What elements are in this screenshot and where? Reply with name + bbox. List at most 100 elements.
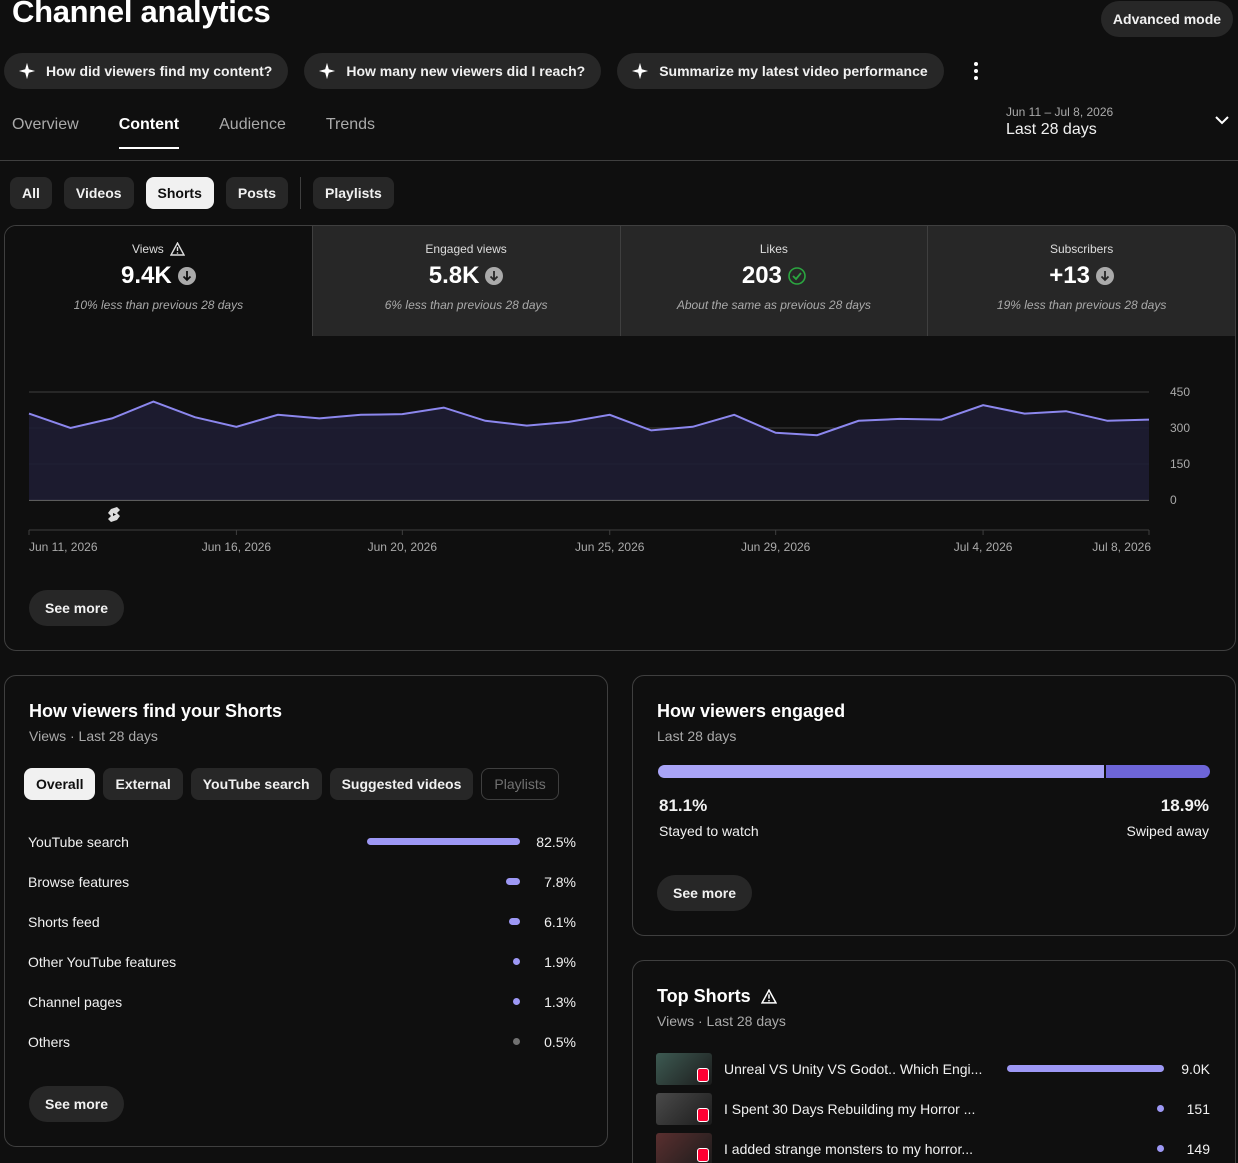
- source-bar: [505, 878, 520, 885]
- views-bar: [1157, 1145, 1164, 1152]
- shorts-marker-icon: [108, 507, 120, 522]
- metric-likes[interactable]: Likes 203 About the same as previous 28 …: [619, 226, 928, 336]
- metric-value-wrap: 9.4K: [121, 262, 196, 290]
- date-range-selector[interactable]: Jun 11 – Jul 8, 2026 Last 28 days: [1006, 105, 1232, 139]
- swiped-pct: 18.9%: [1160, 796, 1209, 815]
- filter-playlists[interactable]: Playlists: [313, 177, 394, 209]
- tab-audience[interactable]: Audience: [219, 116, 286, 133]
- arrow-down-circle-icon: [177, 267, 196, 285]
- metric-note: 10% less than previous 28 days: [73, 298, 244, 312]
- metric-views[interactable]: Views 9.4K 10% less than previous 28 day…: [5, 226, 312, 336]
- card-subtitle: Views · Last 28 days: [29, 728, 158, 744]
- source-bar: [513, 958, 520, 965]
- metric-note: 6% less than previous 28 days: [384, 298, 548, 312]
- source-pct: 7.8%: [544, 874, 576, 890]
- video-thumbnail[interactable]: [656, 1053, 712, 1085]
- card-title: Top Shorts: [657, 986, 751, 1006]
- video-title[interactable]: I added strange monsters to my horror...: [724, 1141, 974, 1157]
- tab-content[interactable]: Content: [118, 116, 180, 149]
- views-bar-track: [994, 1059, 1164, 1079]
- metric-value: 203: [741, 262, 782, 289]
- filter-all[interactable]: All: [10, 177, 52, 209]
- metric-subscribers[interactable]: Subscribers +13 19% less than previous 2…: [927, 226, 1235, 336]
- video-thumbnail[interactable]: [656, 1093, 712, 1125]
- video-title[interactable]: Unreal VS Unity VS Godot.. Which Engi...: [724, 1061, 983, 1077]
- source-bar-track: [366, 992, 526, 1012]
- engagement-bar: [658, 765, 1210, 778]
- tab-trends[interactable]: Trends: [325, 116, 376, 133]
- swiped-label: Swiped away: [1126, 823, 1210, 839]
- source-label: Channel pages: [28, 994, 123, 1010]
- advanced-mode-button[interactable]: Advanced mode: [1101, 1, 1233, 37]
- suggestion-chip[interactable]: How did viewers find my content?: [4, 53, 289, 89]
- suggestion-chip[interactable]: Summarize my latest video performance: [617, 53, 944, 89]
- metric-label: Likes: [759, 242, 788, 256]
- metric-value: 5.8K: [428, 262, 480, 289]
- arrow-down-circle-icon: [485, 267, 504, 285]
- source-chip-youtube-search[interactable]: YouTube search: [190, 768, 322, 800]
- suggestion-chip-label: How did viewers find my content?: [46, 63, 273, 79]
- tab-overview[interactable]: Overview: [12, 116, 79, 133]
- views-chart: 450 300 150 0 Jun 11, 2026 Jun 16, 2026 Jun 2…: [28, 385, 1190, 554]
- source-chip-overall[interactable]: Overall: [24, 768, 96, 800]
- sparkle-icon: [632, 62, 649, 80]
- top-shorts-card: Top Shorts Views · Last 28 days Unreal V…: [632, 960, 1236, 1163]
- source-label: YouTube search: [28, 834, 129, 850]
- top-short-row[interactable]: Unreal VS Unity VS Godot.. Which Engi...…: [656, 1053, 1210, 1085]
- filter-divider: [300, 177, 302, 209]
- warning-icon: [169, 242, 185, 256]
- source-filter-chips: Overall External YouTube search Suggeste…: [24, 768, 559, 800]
- date-range-label: Last 28 days: [1006, 121, 1097, 138]
- video-views: 149: [1186, 1141, 1210, 1157]
- x-tick-label: Jun 16, 2026: [202, 540, 272, 554]
- source-row: Channel pages 1.3%: [28, 992, 576, 1012]
- source-chip-external[interactable]: External: [103, 768, 183, 800]
- source-bar-track: [366, 952, 526, 972]
- source-pct: 0.5%: [544, 1034, 576, 1050]
- chart-series-line: [28, 400, 1150, 437]
- source-row: Browse features 7.8%: [28, 872, 576, 892]
- source-row: Other YouTube features 1.9%: [28, 952, 576, 972]
- top-short-row[interactable]: I added strange monsters to my horror...…: [656, 1133, 1210, 1163]
- stayed-segment: [658, 765, 1105, 778]
- source-bar-track: [366, 1032, 526, 1052]
- top-short-row[interactable]: I Spent 30 Days Rebuilding my Horror ...…: [656, 1093, 1210, 1125]
- x-tick-label: Jun 29, 2026: [741, 540, 811, 554]
- suggestion-chip-label: How many new viewers did I reach?: [346, 63, 586, 79]
- filter-videos[interactable]: Videos: [63, 177, 134, 209]
- filter-shorts[interactable]: Shorts: [145, 177, 214, 209]
- source-bar-track: [366, 832, 526, 852]
- overview-card: Views 9.4K 10% less than previous 28 day…: [4, 225, 1236, 651]
- source-bar: [367, 838, 520, 845]
- video-title[interactable]: I Spent 30 Days Rebuilding my Horror ...: [724, 1101, 976, 1117]
- sparkle-icon: [18, 62, 36, 80]
- sparkle-icon: [319, 62, 336, 80]
- metric-label-wrap: Views: [132, 242, 185, 256]
- video-thumbnail[interactable]: [656, 1133, 712, 1163]
- metric-label: Views: [131, 242, 164, 256]
- suggestion-chips: How did viewers find my content? How man…: [4, 53, 988, 89]
- stayed-label: Stayed to watch: [659, 823, 759, 839]
- shorts-badge-icon: [697, 1068, 709, 1082]
- source-pct: 1.3%: [544, 994, 576, 1010]
- metric-note: About the same as previous 28 days: [676, 298, 871, 312]
- x-tick-label: Jun 25, 2026: [575, 540, 645, 554]
- source-row: YouTube search 82.5%: [28, 832, 576, 852]
- chart-area-fill: [29, 401, 1149, 500]
- source-label: Other YouTube features: [28, 954, 177, 970]
- shorts-badge-icon: [697, 1148, 709, 1162]
- see-more-button[interactable]: See more: [29, 590, 125, 626]
- views-bar-track: [994, 1139, 1164, 1159]
- source-row: Shorts feed 6.1%: [28, 912, 576, 932]
- source-label: Browse features: [28, 874, 130, 890]
- analytics-tabs: Overview Content Audience Trends: [12, 116, 376, 149]
- see-more-button[interactable]: See more: [657, 875, 753, 911]
- metric-engaged-views[interactable]: Engaged views 5.8K 6% less than previous…: [311, 226, 620, 336]
- metric-label: Engaged views: [425, 242, 507, 256]
- see-more-button[interactable]: See more: [29, 1086, 125, 1122]
- filter-posts[interactable]: Posts: [225, 177, 289, 209]
- suggestion-chip[interactable]: How many new viewers did I reach?: [304, 53, 602, 89]
- more-vert-icon[interactable]: [964, 53, 988, 89]
- source-chip-suggested-videos[interactable]: Suggested videos: [329, 768, 474, 800]
- views-bar: [1007, 1065, 1164, 1072]
